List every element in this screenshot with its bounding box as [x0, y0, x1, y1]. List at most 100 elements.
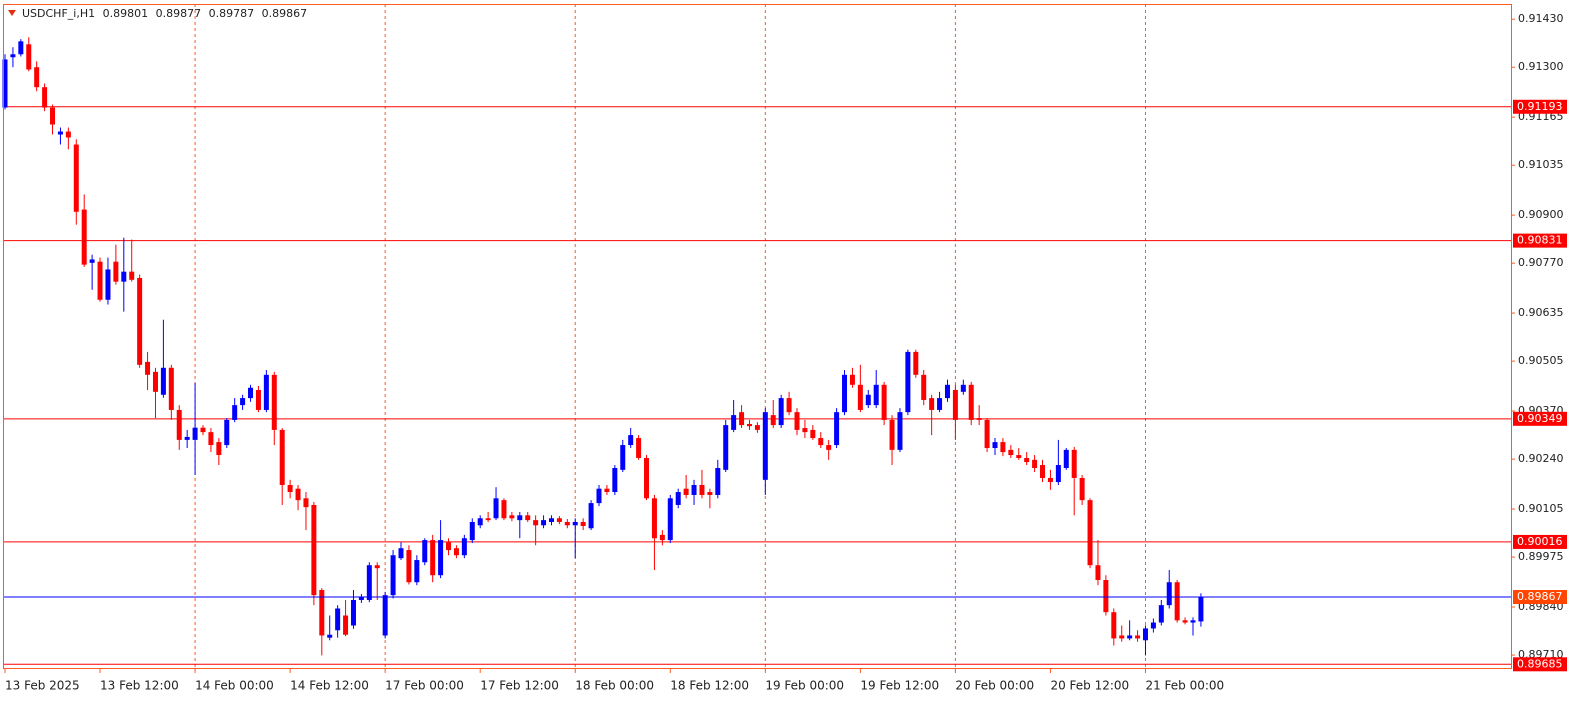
- candle-body: [176, 409, 182, 440]
- candle-body: [1087, 500, 1093, 566]
- candle-body: [937, 398, 943, 410]
- candle-body: [414, 560, 420, 583]
- bid-label: 0.89867: [1517, 590, 1563, 603]
- candle-body: [1055, 465, 1061, 483]
- candle-body: [802, 428, 808, 433]
- candle-body: [1095, 565, 1101, 581]
- candle-body: [453, 548, 459, 556]
- y-tick-label: 0.90635: [1518, 306, 1564, 319]
- candle-body: [422, 540, 428, 563]
- y-tick-label: 0.91430: [1518, 12, 1564, 25]
- candle-body: [913, 351, 919, 375]
- candle-body: [208, 432, 214, 446]
- candle-body: [461, 538, 467, 556]
- header-low: 0.89787: [209, 7, 255, 20]
- candle-body: [382, 595, 388, 636]
- candle-body: [881, 384, 887, 420]
- candle-body: [1016, 455, 1022, 459]
- candle-body: [1047, 477, 1053, 483]
- y-tick-label: 0.90105: [1518, 502, 1564, 515]
- candle-body: [921, 374, 927, 400]
- candle-body: [691, 484, 697, 495]
- candle-body: [501, 500, 507, 519]
- candle-body: [596, 488, 602, 504]
- candle-body: [160, 367, 166, 395]
- level-label: 0.91193: [1517, 100, 1563, 113]
- candle-body: [232, 405, 238, 420]
- candle-body: [224, 419, 230, 446]
- candle-body: [390, 555, 396, 596]
- y-tick-label: 0.89975: [1518, 550, 1564, 563]
- x-tick-label: 17 Feb 00:00: [385, 679, 464, 693]
- level-label-box: [1513, 233, 1567, 248]
- menu-triangle[interactable]: [8, 10, 16, 16]
- candle-body: [240, 398, 246, 406]
- x-tick-label: 14 Feb 12:00: [290, 679, 369, 693]
- candle-body: [612, 467, 618, 493]
- candle-body: [263, 374, 269, 410]
- candle-body: [1032, 459, 1038, 468]
- candle-body: [1103, 580, 1109, 613]
- level-label: 0.89685: [1517, 657, 1563, 670]
- candle-body: [1158, 605, 1164, 623]
- candle-body: [1142, 628, 1148, 641]
- candle-body: [493, 498, 499, 519]
- candle-body: [1063, 449, 1069, 468]
- candle-body: [406, 550, 412, 583]
- candle-body: [1190, 620, 1196, 623]
- y-tick-label: 0.90505: [1518, 354, 1564, 367]
- candle-body: [810, 429, 816, 439]
- candle-body: [556, 518, 562, 522]
- candle-body: [248, 387, 254, 399]
- header-high: 0.89877: [156, 7, 202, 20]
- candle-body: [477, 518, 483, 526]
- candle-body: [739, 412, 745, 426]
- candle-body: [659, 534, 665, 541]
- plot-frame: [3, 4, 1512, 669]
- candle-body: [1135, 635, 1141, 639]
- header-close: 0.89867: [262, 7, 308, 20]
- candle-body: [168, 367, 174, 410]
- candle-body: [152, 371, 158, 392]
- candle-body: [200, 427, 206, 433]
- candle-body: [343, 615, 349, 635]
- candle-body: [295, 488, 301, 501]
- level-label-box: [1513, 411, 1567, 426]
- level-label-box: [1513, 657, 1567, 672]
- candle-body: [121, 271, 127, 282]
- candle-body: [1127, 635, 1133, 639]
- candle-body: [984, 419, 990, 449]
- candle-body: [865, 394, 871, 406]
- candle-body: [667, 498, 673, 541]
- candle-body: [723, 425, 729, 470]
- candle-body: [818, 438, 824, 446]
- candle-body: [1079, 477, 1085, 501]
- plot-layer: 0.914300.913000.911650.910350.909000.907…: [2, 4, 1567, 693]
- x-tick-label: 13 Feb 2025: [5, 679, 80, 693]
- bid-label-box: [1513, 590, 1567, 605]
- candle-body: [1174, 582, 1180, 621]
- candle-body: [731, 415, 737, 430]
- candle-body: [754, 425, 760, 430]
- candle-body: [327, 634, 333, 638]
- candle-body: [675, 492, 681, 505]
- candle-body: [57, 131, 63, 135]
- candle-body: [10, 54, 16, 58]
- candle-body: [1040, 465, 1046, 478]
- candle-body: [715, 467, 721, 495]
- candle-body: [517, 515, 523, 521]
- candle-body: [366, 565, 372, 600]
- candle-body: [533, 520, 539, 526]
- candle-body: [1166, 582, 1172, 606]
- x-tick-label: 20 Feb 12:00: [1050, 679, 1129, 693]
- candle-body: [1008, 449, 1014, 456]
- level-label: 0.90831: [1517, 234, 1563, 247]
- y-tick-label: 0.90900: [1518, 208, 1564, 221]
- candle-body: [129, 271, 135, 280]
- candle-body: [1150, 622, 1156, 629]
- candle-body: [580, 521, 586, 527]
- candle-body: [335, 608, 341, 631]
- y-tick-label: 0.91300: [1518, 60, 1564, 73]
